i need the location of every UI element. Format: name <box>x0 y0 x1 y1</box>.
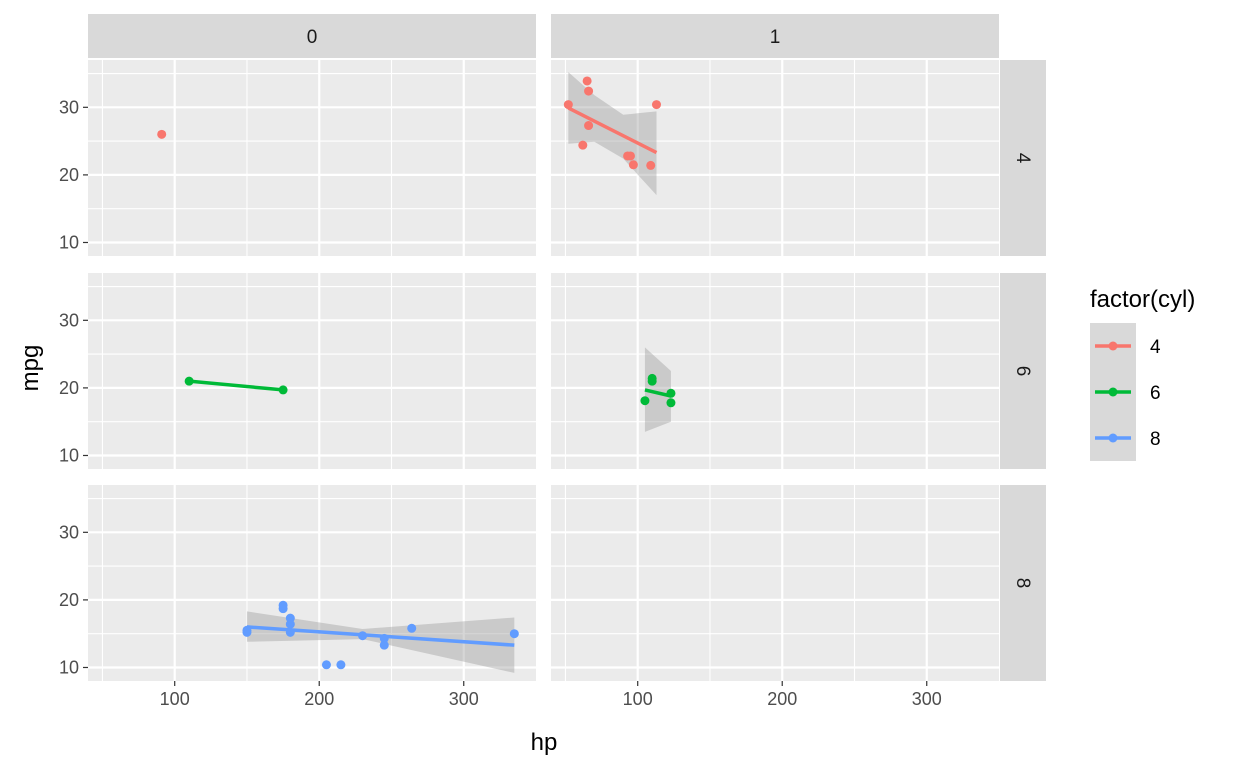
data-point <box>278 385 288 395</box>
panel-data-1-6 <box>640 347 676 432</box>
data-point <box>651 100 661 110</box>
confidence-band <box>644 347 671 432</box>
panel-1-6 <box>551 273 999 469</box>
y-tick-label: 20 <box>59 165 79 185</box>
data-point <box>666 388 676 398</box>
data-point <box>625 151 635 161</box>
y-tick-label: 10 <box>59 657 79 677</box>
data-point <box>321 660 331 670</box>
column-strip-1 <box>551 14 999 58</box>
data-point <box>640 396 650 406</box>
data-point <box>563 100 573 110</box>
legend: factor(cyl) 4 6 8 <box>1090 286 1195 461</box>
data-point <box>628 160 638 170</box>
legend-label-6: 6 <box>1150 383 1161 404</box>
data-point <box>358 631 368 641</box>
confidence-band <box>246 611 515 673</box>
row-strip-label-8: 8 <box>1012 578 1033 589</box>
column-strip-label-1: 1 <box>770 27 781 48</box>
panel-0-8 <box>88 485 536 681</box>
data-point <box>666 398 676 408</box>
panel-background <box>88 273 536 469</box>
x-tick-label: 300 <box>449 689 479 709</box>
panel-1-8 <box>551 485 999 681</box>
column-strip-0 <box>88 14 536 58</box>
regression-line <box>188 379 284 392</box>
row-strip-6 <box>1000 273 1046 469</box>
regression-line <box>567 106 658 155</box>
facet-panels: 0 1 4 6 8 10 20 30 10 20 30 10 20 30 100 200 300 100 200 30… <box>59 14 1046 709</box>
panel-data-1-4 <box>563 72 661 196</box>
data-point <box>285 613 295 623</box>
y-tick-label: 20 <box>59 378 79 398</box>
row-strip-8 <box>1000 485 1046 681</box>
y-tick-label: 30 <box>59 522 79 542</box>
panel-data-0-6 <box>184 376 288 395</box>
panel-0-4 <box>88 60 536 256</box>
panel-background <box>551 273 999 469</box>
row-strip-label-4: 4 <box>1012 153 1033 164</box>
column-strip-label-0: 0 <box>307 27 318 48</box>
panel-background <box>88 60 536 256</box>
data-point <box>582 76 592 86</box>
x-tick-label: 100 <box>623 689 653 709</box>
data-point <box>379 633 389 643</box>
panel-1-4 <box>551 60 999 256</box>
y-tick-label: 10 <box>59 232 79 252</box>
y-tick-label: 30 <box>59 97 79 117</box>
data-point <box>584 121 594 131</box>
panel-background <box>551 485 999 681</box>
panel-data-0-4 <box>157 129 167 139</box>
y-tick-label: 30 <box>59 310 79 330</box>
panel-background <box>88 485 536 681</box>
data-point <box>278 600 288 610</box>
data-point <box>242 627 252 637</box>
x-tick-label: 300 <box>912 689 942 709</box>
y-tick-label: 10 <box>59 445 79 465</box>
panel-0-6 <box>88 273 536 469</box>
data-point <box>646 160 656 170</box>
data-point <box>379 640 389 650</box>
panel-background <box>551 60 999 256</box>
x-tick-label: 200 <box>767 689 797 709</box>
x-tick-label: 200 <box>304 689 334 709</box>
data-point <box>336 660 346 670</box>
y-axis-title: mpg <box>17 345 44 392</box>
legend-title: factor(cyl) <box>1090 286 1195 313</box>
data-point <box>285 627 295 637</box>
data-point <box>407 623 417 633</box>
legend-key-point <box>1108 387 1118 397</box>
x-tick-label: 100 <box>160 689 190 709</box>
row-strip-4 <box>1000 60 1046 256</box>
legend-label-4: 4 <box>1150 337 1161 358</box>
panel-data-0-8 <box>242 600 519 673</box>
data-point <box>157 129 167 139</box>
y-tick-label: 20 <box>59 590 79 610</box>
data-point <box>584 86 594 96</box>
data-point <box>578 140 588 150</box>
row-strip-label-6: 6 <box>1012 366 1033 377</box>
regression-line <box>644 388 672 398</box>
data-point <box>184 376 194 386</box>
legend-key-point <box>1108 433 1118 443</box>
data-point <box>647 376 657 386</box>
legend-label-8: 8 <box>1150 429 1161 450</box>
data-point <box>509 629 519 639</box>
x-axis-title: hp <box>531 729 558 756</box>
legend-key-point <box>1108 341 1118 351</box>
